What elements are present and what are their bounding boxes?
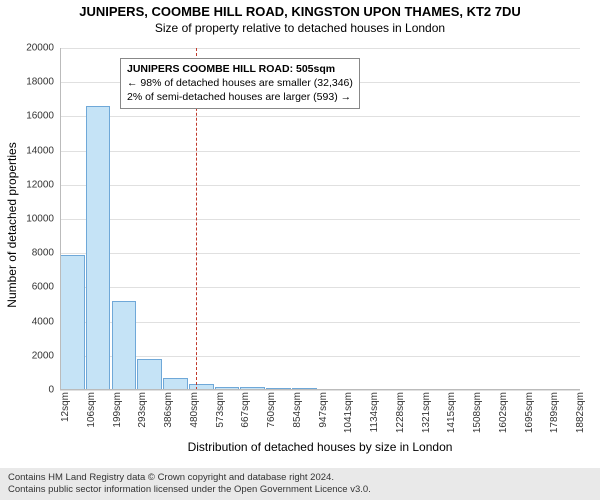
gridline-h (60, 287, 580, 288)
annotation-line-3: 2% of semi-detached houses are larger (5… (127, 90, 353, 104)
x-tick-label: 480sqm (189, 392, 200, 428)
footer-line-1: Contains HM Land Registry data © Crown c… (8, 472, 592, 484)
histogram-bar (86, 106, 111, 390)
x-tick-label: 854sqm (292, 392, 303, 428)
gridline-h (60, 116, 580, 117)
y-tick-label: 6000 (32, 282, 54, 293)
x-tick-label: 106sqm (86, 392, 97, 428)
x-tick-label: 199sqm (112, 392, 123, 428)
x-axis: 12sqm 106sqm 199sqm 293sqm 386sqm 480sqm 573sq… (60, 390, 580, 440)
gridline-h (60, 253, 580, 254)
x-tick-label: 386sqm (163, 392, 174, 428)
x-tick-label: 1228sqm (395, 392, 406, 433)
y-tick-label: 20000 (26, 43, 54, 54)
x-tick-label: 1041sqm (343, 392, 354, 433)
y-tick-label: 16000 (26, 111, 54, 122)
histogram-bar (60, 255, 85, 390)
gridline-h (60, 48, 580, 49)
annotation-box: JUNIPERS COOMBE HILL ROAD: 505sqm ← 98% … (120, 58, 360, 109)
footer-line-2: Contains public sector information licen… (8, 484, 592, 496)
x-tick-label: 1321sqm (421, 392, 432, 433)
histogram-bar (163, 378, 188, 390)
x-tick-label: 12sqm (60, 392, 71, 422)
y-tick-label: 4000 (32, 316, 54, 327)
y-tick-label: 8000 (32, 248, 54, 259)
chart-title-main: JUNIPERS, COOMBE HILL ROAD, KINGSTON UPO… (0, 0, 600, 19)
x-tick-label: 1415sqm (446, 392, 457, 433)
annotation-line-2: ← 98% of detached houses are smaller (32… (127, 76, 353, 90)
y-axis-label: Number of detached properties (5, 142, 19, 307)
x-tick-label: 1695sqm (524, 392, 535, 433)
gridline-h (60, 219, 580, 220)
x-tick-label: 1602sqm (498, 392, 509, 433)
gridline-h (60, 185, 580, 186)
x-tick-label: 667sqm (240, 392, 251, 428)
x-axis-label: Distribution of detached houses by size … (60, 440, 580, 454)
chart-container: JUNIPERS, COOMBE HILL ROAD, KINGSTON UPO… (0, 0, 600, 460)
y-tick-label: 12000 (26, 179, 54, 190)
y-tick-label: 18000 (26, 77, 54, 88)
y-tick-label: 0 (48, 385, 54, 396)
x-tick-label: 573sqm (215, 392, 226, 428)
histogram-bar (112, 301, 137, 390)
y-tick-label: 2000 (32, 350, 54, 361)
y-tick-label: 14000 (26, 145, 54, 156)
gridline-h (60, 356, 580, 357)
gridline-h (60, 322, 580, 323)
annotation-line-1: JUNIPERS COOMBE HILL ROAD: 505sqm (127, 62, 353, 76)
y-tick-label: 10000 (26, 214, 54, 225)
x-tick-label: 1134sqm (369, 392, 380, 432)
x-tick-label: 1882sqm (575, 392, 586, 433)
x-tick-label: 947sqm (318, 392, 329, 428)
x-tick-label: 1789sqm (549, 392, 560, 433)
histogram-bar (137, 359, 162, 390)
x-tick-label: 760sqm (266, 392, 277, 428)
gridline-h (60, 151, 580, 152)
footer: Contains HM Land Registry data © Crown c… (0, 468, 600, 500)
chart-title-sub: Size of property relative to detached ho… (0, 19, 600, 35)
x-tick-label: 293sqm (137, 392, 148, 428)
x-tick-label: 1508sqm (472, 392, 483, 433)
